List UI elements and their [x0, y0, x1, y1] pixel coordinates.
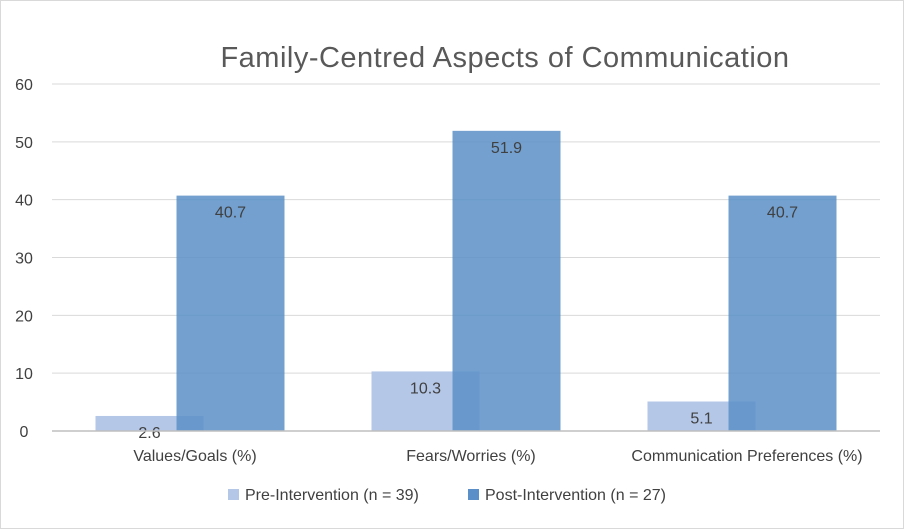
- legend-label: Post-Intervention (n = 27): [485, 487, 666, 504]
- legend-swatch: [228, 489, 239, 500]
- y-tick-label: 50: [15, 135, 33, 152]
- x-category-label: Communication Preferences (%): [631, 448, 862, 465]
- y-tick-label: 40: [15, 193, 33, 210]
- bar-post: [176, 195, 285, 431]
- y-tick-label: 20: [15, 308, 33, 325]
- data-label: 40.7: [767, 205, 798, 222]
- data-label: 51.9: [491, 140, 522, 157]
- y-tick-label: 60: [15, 77, 33, 94]
- bars: [95, 130, 837, 431]
- x-category-label: Fears/Worries (%): [406, 448, 536, 465]
- data-label: 40.7: [215, 205, 246, 222]
- y-tick-label: 30: [15, 251, 33, 268]
- data-label: 10.3: [410, 380, 441, 397]
- legend: Pre-Intervention (n = 39) Post-Interventi…: [228, 487, 666, 504]
- x-category-label: Values/Goals (%): [133, 448, 256, 465]
- legend-label: Pre-Intervention (n = 39): [245, 487, 419, 504]
- x-axis: Values/Goals (%) Fears/Worries (%) Communi…: [52, 430, 880, 465]
- y-tick-label: 0: [20, 424, 29, 441]
- data-label: 5.1: [690, 411, 712, 428]
- data-label: 2.6: [138, 425, 160, 442]
- bar-post: [728, 195, 837, 431]
- y-axis: 0 10 20 30 40 50 60: [15, 77, 33, 441]
- data-labels: 2.6 40.7 10.3 51.9 5.1 40.7: [138, 140, 798, 442]
- legend-swatch: [468, 489, 479, 500]
- y-tick-label: 10: [15, 366, 33, 383]
- chart-title: Family-Centred Aspects of Communication: [220, 42, 789, 74]
- bar-post: [452, 130, 561, 431]
